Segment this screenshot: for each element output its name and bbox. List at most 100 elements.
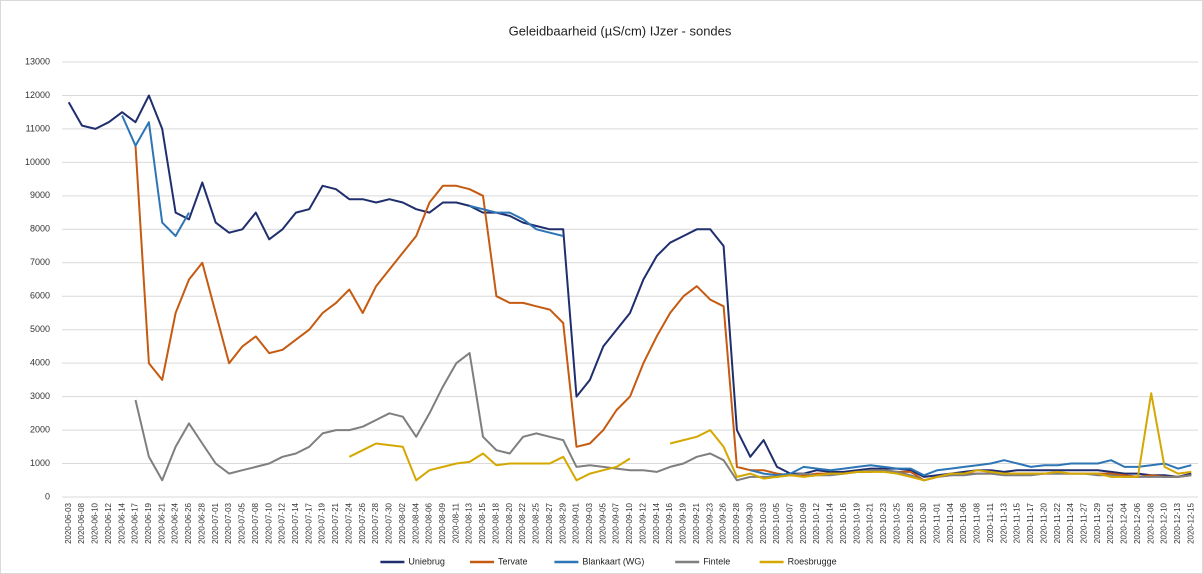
x-tick-label: 2020-10-28 (906, 502, 915, 543)
x-tick-label: 2020-12-10 (1160, 502, 1169, 543)
x-tick-label: 2020-12-13 (1173, 502, 1182, 543)
x-tick-label: 2020-11-27 (1080, 502, 1089, 543)
series-line (121, 115, 1192, 477)
x-tick-label: 2020-12-06 (1133, 502, 1142, 543)
x-tick-label: 2020-08-04 (411, 502, 420, 543)
x-tick-label: 2020-06-28 (197, 502, 206, 543)
legend-label: Roesbrugge (788, 556, 837, 566)
x-tick-label: 2020-07-26 (358, 502, 367, 543)
x-tick-label: 2020-09-01 (572, 502, 581, 543)
x-tick-label: 2020-09-23 (705, 502, 714, 543)
series-line (134, 352, 1192, 482)
x-tick-label: 2020-10-16 (839, 502, 848, 543)
x-tick-label: 2020-11-22 (1053, 502, 1062, 543)
y-tick-label: 11000 (26, 123, 50, 133)
y-tick-label: 13000 (25, 56, 50, 66)
x-tick-label: 2020-07-24 (344, 502, 353, 543)
legend-label: Blankaart (WG) (582, 556, 644, 566)
x-tick-label: 2020-08-06 (425, 502, 434, 543)
x-tick-label: 2020-11-15 (1013, 502, 1022, 543)
x-tick-label: 2020-07-19 (318, 502, 327, 543)
legend-label: Uniebrug (408, 556, 445, 566)
x-tick-label: 2020-08-02 (398, 502, 407, 543)
x-tick-label: 2020-06-10 (91, 502, 100, 543)
series-line (348, 392, 1192, 482)
x-tick-label: 2020-08-22 (518, 502, 527, 543)
y-tick-label: 9000 (30, 190, 50, 200)
x-tick-label: 2020-08-11 (451, 502, 460, 543)
x-tick-label: 2020-11-04 (946, 502, 955, 543)
x-tick-label: 2020-06-24 (171, 502, 180, 543)
x-tick-label: 2020-06-03 (64, 502, 73, 543)
y-tick-label: 12000 (25, 90, 50, 100)
x-tick-label: 2020-11-13 (999, 502, 1008, 543)
x-tick-label: 2020-12-15 (1186, 502, 1195, 543)
x-tick-label: 2020-11-24 (1066, 502, 1075, 543)
x-tick-label: 2020-09-30 (745, 502, 754, 543)
x-tick-label: 2020-11-01 (932, 502, 941, 543)
legend-label: Tervate (498, 556, 528, 566)
y-tick-label: 0 (45, 491, 50, 501)
y-tick-label: 1000 (30, 458, 50, 468)
x-tick-label: 2020-06-26 (184, 502, 193, 543)
x-tick-label: 2020-10-14 (826, 502, 835, 543)
x-tick-label: 2020-10-30 (919, 502, 928, 543)
x-tick-label: 2020-09-10 (625, 502, 634, 543)
x-tick-label: 2020-08-27 (545, 502, 554, 543)
x-tick-label: 2020-09-07 (612, 502, 621, 543)
x-tick-label: 2020-07-17 (304, 502, 313, 543)
x-tick-label: 2020-09-21 (692, 502, 701, 543)
x-tick-label: 2020-09-19 (679, 502, 688, 543)
x-tick-label: 2020-09-28 (732, 502, 741, 543)
y-tick-label: 8000 (30, 224, 50, 234)
x-tick-label: 2020-09-16 (665, 502, 674, 543)
x-tick-label: 2020-08-20 (505, 502, 514, 543)
x-tick-label: 2020-11-20 (1039, 502, 1048, 543)
x-tick-label: 2020-06-19 (144, 502, 153, 543)
series-line (67, 94, 1192, 478)
x-tick-label: 2020-09-05 (598, 502, 607, 543)
y-tick-label: 4000 (30, 358, 50, 368)
x-tick-label: 2020-11-08 (973, 502, 982, 543)
x-tick-label: 2020-08-13 (465, 502, 474, 543)
x-tick-label: 2020-07-21 (331, 502, 340, 543)
chart-title: Geleidbaarheid (µS/cm) IJzer - sondes (509, 23, 732, 38)
y-tick-label: 5000 (30, 324, 50, 334)
x-tick-label: 2020-06-21 (157, 502, 166, 543)
x-tick-label: 2020-10-07 (785, 502, 794, 543)
x-tick-label: 2020-10-21 (866, 502, 875, 543)
x-tick-label: 2020-07-10 (264, 502, 273, 543)
x-tick-label: 2020-10-03 (759, 502, 768, 543)
x-tick-label: 2020-08-09 (438, 502, 447, 543)
x-tick-label: 2020-07-05 (238, 502, 247, 543)
y-tick-label: 6000 (30, 291, 50, 301)
x-tick-label: 2020-07-03 (224, 502, 233, 543)
x-tick-label: 2020-10-05 (772, 502, 781, 543)
y-tick-label: 10000 (25, 157, 50, 167)
legend-label: Fintele (703, 556, 730, 566)
x-tick-label: 2020-07-08 (251, 502, 260, 543)
x-tick-label: 2020-10-19 (852, 502, 861, 543)
x-tick-label: 2020-09-12 (638, 502, 647, 543)
x-tick-label: 2020-08-15 (478, 502, 487, 543)
x-tick-label: 2020-11-06 (959, 502, 968, 543)
x-tick-label: 2020-10-25 (892, 502, 901, 543)
x-tick-label: 2020-10-12 (812, 502, 821, 543)
x-tick-label: 2020-06-08 (77, 502, 86, 543)
y-tick-label: 7000 (30, 257, 50, 267)
x-tick-label: 2020-07-12 (278, 502, 287, 543)
x-tick-label: 2020-09-03 (585, 502, 594, 543)
x-tick-label: 2020-08-18 (491, 502, 500, 543)
x-tick-label: 2020-08-29 (558, 502, 567, 543)
x-tick-label: 2020-11-17 (1026, 502, 1035, 543)
x-tick-label: 2020-09-26 (719, 502, 728, 543)
x-tick-label: 2020-12-08 (1146, 502, 1155, 543)
x-tick-label: 2020-06-12 (104, 502, 113, 543)
y-tick-label: 2000 (30, 424, 50, 434)
x-tick-label: 2020-10-09 (799, 502, 808, 543)
x-tick-label: 2020-07-30 (385, 502, 394, 543)
x-tick-label: 2020-07-28 (371, 502, 380, 543)
x-tick-label: 2020-11-29 (1093, 502, 1102, 543)
x-tick-label: 2020-08-25 (532, 502, 541, 543)
